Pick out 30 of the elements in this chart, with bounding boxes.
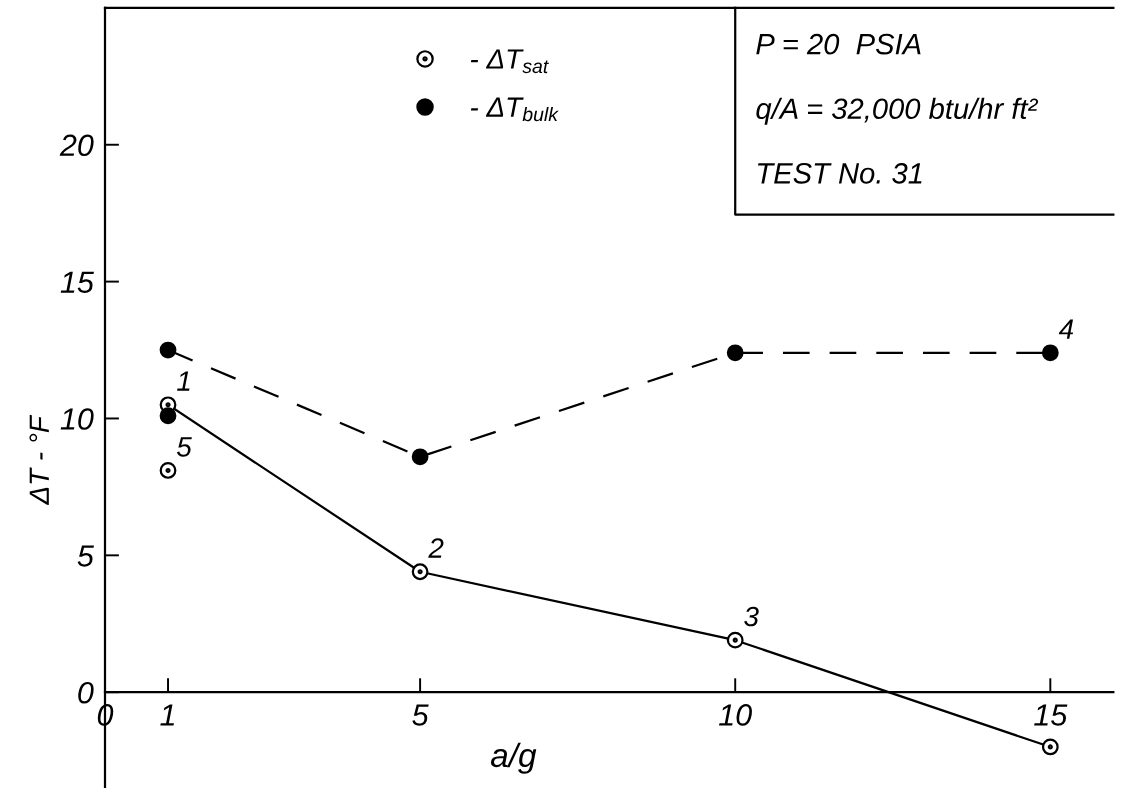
y-tick-label: 5 [77,545,94,567]
legend-label: - ΔT$_{sat}$ [470,49,549,74]
point [726,631,744,649]
annotation: q/A = 32,000 btu/hr ft² [756,97,1039,125]
x-axis-title: a/g [490,742,537,774]
point [159,407,177,425]
annotation: 2 [428,538,444,558]
point [1041,344,1059,362]
annotation: P = 20 PSIA [756,33,921,55]
y-tick-label: 15 [60,271,94,293]
annotation: 5 [176,437,192,457]
x-tick-label: 15 [1034,704,1068,726]
y-tick-label: 10 [60,408,94,430]
point [1041,738,1059,756]
y-tick-label: 20 [59,134,94,157]
point [159,462,177,479]
annotation: 1 [177,371,190,391]
point [159,341,177,359]
annotation: 4 [1058,319,1074,339]
legend-label: - ΔT$_{bulk}$ [470,97,559,122]
y-tick-label: 0 [78,681,94,704]
annotation: 3 [744,606,759,627]
x-tick-label: 1 [160,704,174,726]
point [411,448,429,466]
point [411,563,429,581]
x-tick-label: 10 [719,704,752,726]
x-tick-label: 5 [412,704,429,726]
annotation: TEST No. 31 [758,163,922,184]
y-axis-title: ΔT - °F [29,414,49,506]
point [726,344,744,362]
